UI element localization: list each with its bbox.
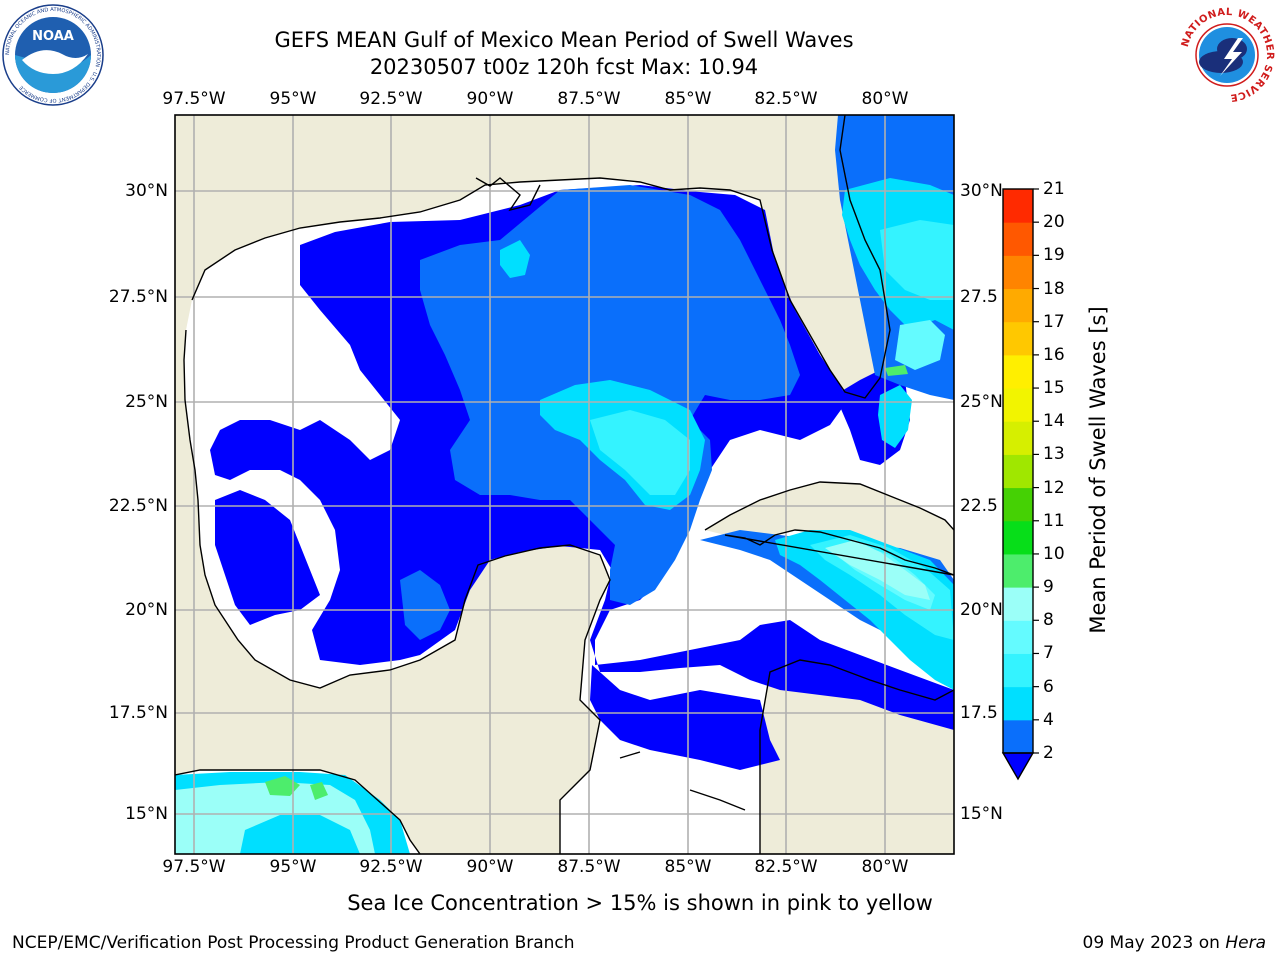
colorbar-segment [1003, 686, 1033, 721]
lat-label-left: 25°N [125, 392, 168, 412]
swell-contour-region [885, 365, 908, 376]
swell-contour-region [895, 320, 945, 370]
colorbar-segment [1003, 354, 1033, 389]
swell-contour-region [880, 220, 954, 300]
lon-label-top: 87.5°W [557, 89, 621, 109]
colorbar-tick-label: 18 [1043, 278, 1065, 299]
swell-contour-region [878, 385, 912, 448]
colorbar-segment [1003, 421, 1033, 455]
colorbar-tick-label: 21 [1043, 179, 1065, 199]
lon-label-top: 97.5°W [162, 89, 226, 109]
noaa-logo: NOAA NATIONAL OCEANIC AND ATMOSPHERIC AD… [2, 4, 104, 106]
colorbar-segment [1003, 653, 1033, 688]
chart-title: GEFS MEAN Gulf of Mexico Mean Period of … [274, 28, 854, 52]
swell-contour-region [590, 665, 780, 770]
colorbar-segment [1003, 454, 1033, 489]
swell-contour-region [400, 570, 450, 640]
colorbar-tick-label: 14 [1043, 411, 1065, 432]
footer-date: 09 May 2023 on Hera [1083, 933, 1267, 953]
lon-label-top: 85°W [664, 89, 712, 109]
colorbar-segment [1003, 587, 1033, 621]
colorbar-tick-label: 19 [1043, 245, 1065, 266]
colorbar-label: Mean Period of Swell Waves [s] [1086, 306, 1110, 634]
lat-label-right: 27.5 [960, 287, 998, 307]
colorbar-segment [1003, 189, 1033, 223]
swell-contour-region [310, 782, 328, 800]
colorbar-frame [1002, 188, 1034, 754]
lon-label-top: 92.5°W [359, 89, 423, 109]
lon-label-bottom: 87.5°W [557, 857, 621, 877]
colorbar-tick-label: 4 [1043, 709, 1054, 730]
colorbar-tick-label: 16 [1043, 344, 1065, 365]
colorbar-segment [1003, 288, 1033, 323]
graticule [175, 115, 954, 854]
colorbar-segment [1003, 520, 1033, 555]
footer-credit: NCEP/EMC/Verification Post Processing Pr… [12, 933, 575, 953]
lon-label-bottom: 90°W [466, 857, 514, 877]
colorbar [1001, 188, 1039, 781]
colorbar-segment [1003, 388, 1033, 422]
swell-contour-region [265, 776, 300, 796]
colorbar-tick-label: 11 [1043, 510, 1065, 531]
lat-label-left: 20°N [125, 600, 168, 620]
colorbar-tick-label: 8 [1043, 610, 1054, 631]
lat-label-left: 17.5°N [108, 703, 168, 723]
colorbar-tick-label: 2 [1043, 743, 1054, 763]
colorbar-segment [1003, 553, 1033, 588]
map-frame [174, 114, 955, 855]
colorbar-tick-label: 6 [1043, 676, 1054, 697]
colorbar-tick-label: 12 [1043, 477, 1065, 498]
lon-label-top: 80°W [861, 89, 909, 109]
lat-label-right: 25°N [960, 392, 1003, 412]
lat-label-left: 27.5°N [108, 287, 168, 307]
colorbar-tick-label: 9 [1043, 577, 1054, 598]
colorbar-tick-label: 17 [1043, 311, 1065, 332]
lat-label-right: 15°N [960, 804, 1003, 824]
colorbar-tick-label: 7 [1043, 643, 1054, 664]
lon-label-bottom: 92.5°W [359, 857, 423, 877]
colorbar-segment [1003, 620, 1033, 654]
swell-contour-region [590, 410, 690, 495]
colorbar-segment [1003, 222, 1033, 256]
colorbar-tick-label: 20 [1043, 212, 1065, 233]
lat-label-right: 22.5 [960, 496, 998, 516]
lat-label-right: 30°N [960, 181, 1003, 201]
lon-label-bottom: 95°W [269, 857, 317, 877]
footer-host: Hera [1225, 933, 1266, 953]
lon-label-bottom: 85°W [664, 857, 712, 877]
lon-label-bottom: 80°W [861, 857, 909, 877]
colorbar-segment [1003, 255, 1033, 290]
swell-contour-region [500, 240, 530, 278]
colorbar-segment [1003, 719, 1033, 754]
lat-label-left: 30°N [125, 181, 168, 201]
swell-period-contours [175, 115, 954, 854]
noaa-logo-text: NOAA [32, 29, 74, 44]
swell-contour-region [240, 815, 360, 854]
nws-logo: NATIONAL WEATHER SERVICE [1178, 6, 1276, 104]
lon-label-bottom: 97.5°W [162, 857, 226, 877]
lat-label-left: 22.5°N [108, 496, 168, 516]
lon-label-top: 82.5°W [754, 89, 818, 109]
chart-subtitle: 20230507 t00z 120h fcst Max: 10.94 [369, 55, 759, 79]
colorbar-segment [1003, 487, 1033, 522]
coastlines [175, 115, 954, 854]
colorbar-tick-label: 10 [1043, 543, 1065, 564]
lon-label-top: 95°W [269, 89, 317, 109]
colorbar-segment [1003, 321, 1033, 356]
footer-date-text: 09 May 2023 on [1082, 933, 1220, 953]
lon-label-bottom: 82.5°W [754, 857, 818, 877]
colorbar-tick-label: 15 [1043, 378, 1065, 399]
lon-label-top: 90°W [466, 89, 514, 109]
colorbar-under-extension [1001, 752, 1035, 781]
colorbar-tick-label: 13 [1043, 444, 1065, 465]
sea-ice-caption: Sea Ice Concentration > 15% is shown in … [347, 891, 933, 915]
lat-label-right: 20°N [960, 600, 1003, 620]
lat-label-left: 15°N [125, 804, 168, 824]
lat-label-right: 17.5 [960, 703, 998, 723]
swell-contour-region [825, 540, 930, 600]
